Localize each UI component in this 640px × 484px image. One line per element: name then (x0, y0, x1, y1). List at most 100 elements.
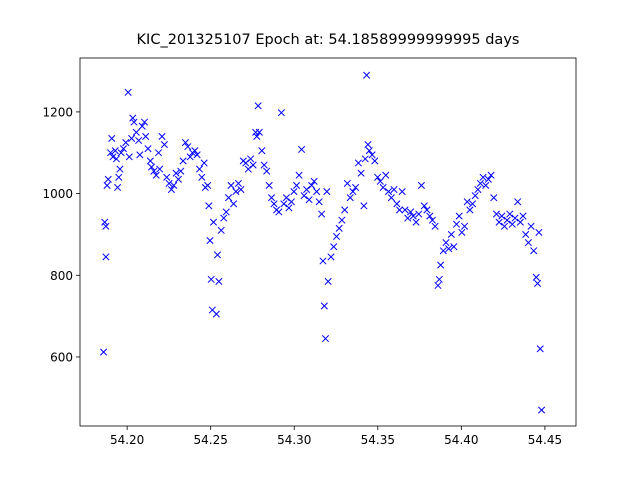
data-point (364, 141, 372, 149)
marker-stroke (253, 132, 261, 140)
data-point (275, 208, 283, 216)
marker-stroke (522, 230, 530, 238)
marker-stroke (532, 273, 540, 281)
marker-stroke (439, 247, 447, 255)
marker-stroke (484, 175, 492, 183)
marker-stroke (108, 134, 116, 143)
marker-stroke (428, 216, 437, 224)
marker-stroke (458, 228, 466, 236)
data-point (437, 261, 445, 269)
x-tick-label: 54.30 (277, 433, 311, 447)
data-point (136, 151, 144, 159)
data-point (508, 220, 516, 228)
marker-stroke (524, 239, 532, 247)
marker-stroke (277, 109, 285, 117)
marker-stroke (142, 132, 150, 140)
marker-stroke (371, 157, 379, 165)
data-point (107, 149, 115, 157)
marker-stroke (318, 210, 326, 218)
marker-stroke (132, 128, 140, 136)
marker-stroke (227, 181, 235, 189)
data-point (237, 185, 245, 194)
marker-stroke (254, 102, 262, 110)
marker-stroke (198, 173, 206, 181)
marker-stroke (181, 138, 190, 147)
marker-stroke (270, 200, 278, 208)
marker-stroke (177, 167, 185, 175)
marker-stroke (222, 208, 230, 216)
data-point (305, 196, 313, 204)
marker-stroke (111, 147, 119, 155)
data-point (213, 251, 222, 259)
data-point (247, 155, 255, 163)
marker-stroke (330, 243, 338, 251)
marker-stroke (154, 149, 163, 157)
data-point (323, 188, 331, 196)
data-point (172, 169, 180, 177)
data-point (343, 179, 351, 187)
marker-stroke (357, 169, 365, 177)
marker-stroke (313, 188, 321, 196)
data-point (423, 206, 431, 214)
marker-stroke (434, 281, 442, 290)
marker-stroke (338, 216, 346, 224)
marker-stroke (244, 165, 252, 173)
data-point (492, 210, 501, 218)
data-point (108, 134, 116, 143)
marker-stroke (237, 185, 245, 194)
marker-stroke (275, 208, 283, 216)
marker-stroke (310, 177, 318, 185)
marker-stroke (498, 212, 506, 220)
marker-stroke (401, 206, 409, 214)
data-point (455, 212, 463, 220)
marker-stroke (200, 159, 208, 167)
marker-stroke (184, 143, 192, 151)
marker-stroke (158, 132, 166, 140)
x-tick-label: 54.25 (194, 433, 228, 447)
data-point (114, 183, 122, 192)
marker-stroke (260, 161, 268, 169)
marker-stroke (466, 206, 474, 214)
marker-stroke (152, 171, 160, 179)
data-point (463, 198, 471, 206)
marker-stroke (447, 230, 455, 238)
marker-stroke (119, 145, 128, 153)
data-point (506, 210, 514, 218)
x-tick-label: 54.40 (444, 433, 478, 447)
marker-stroke (492, 210, 501, 218)
data-point (300, 192, 308, 200)
data-point (277, 109, 285, 117)
data-point (156, 165, 164, 173)
data-point (204, 181, 212, 189)
data-point (324, 277, 332, 285)
data-point (471, 192, 479, 200)
data-point (132, 128, 140, 136)
marker-stroke (404, 214, 412, 222)
marker-stroke (376, 177, 384, 185)
marker-stroke (417, 181, 425, 189)
data-point (220, 214, 228, 222)
data-point (146, 157, 154, 165)
marker-stroke (204, 181, 212, 189)
data-point (147, 163, 156, 171)
data-point (254, 102, 262, 110)
marker-stroke (163, 173, 171, 181)
marker-stroke (232, 188, 240, 196)
marker-stroke (234, 179, 242, 187)
data-point (469, 200, 477, 208)
data-point (310, 177, 318, 185)
data-point (260, 161, 268, 169)
data-point (390, 185, 398, 194)
marker-stroke (125, 153, 133, 161)
marker-stroke (186, 153, 194, 161)
marker-stroke (165, 179, 173, 187)
marker-stroke (335, 224, 343, 232)
data-point (200, 159, 208, 167)
data-point (170, 181, 178, 189)
data-point (207, 275, 215, 283)
marker-stroke (117, 149, 125, 157)
data-point (150, 167, 158, 175)
